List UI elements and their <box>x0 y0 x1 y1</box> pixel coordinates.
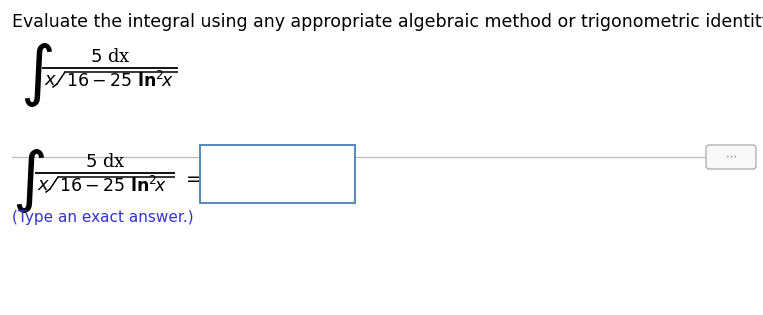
Text: $5\ \mathregular{dx}$: $5\ \mathregular{dx}$ <box>85 153 125 171</box>
Text: $\int$: $\int$ <box>12 147 45 215</box>
Text: $\int$: $\int$ <box>20 41 53 109</box>
FancyBboxPatch shape <box>200 145 355 203</box>
FancyBboxPatch shape <box>706 145 756 169</box>
Text: $16-25\ \mathbf{ln}^{2}\!x$: $16-25\ \mathbf{ln}^{2}\!x$ <box>59 176 166 196</box>
Text: $x$: $x$ <box>37 176 50 194</box>
Text: $5\ \mathregular{dx}$: $5\ \mathregular{dx}$ <box>89 48 130 66</box>
Text: (Type an exact answer.): (Type an exact answer.) <box>12 210 194 225</box>
Text: $x$: $x$ <box>44 71 57 89</box>
Text: $16-25\ \mathbf{ln}^{2}\!x$: $16-25\ \mathbf{ln}^{2}\!x$ <box>66 71 173 91</box>
Text: Evaluate the integral using any appropriate algebraic method or trigonometric id: Evaluate the integral using any appropri… <box>12 13 763 31</box>
Text: ⋯: ⋯ <box>726 152 736 162</box>
Text: $=$: $=$ <box>182 169 202 187</box>
